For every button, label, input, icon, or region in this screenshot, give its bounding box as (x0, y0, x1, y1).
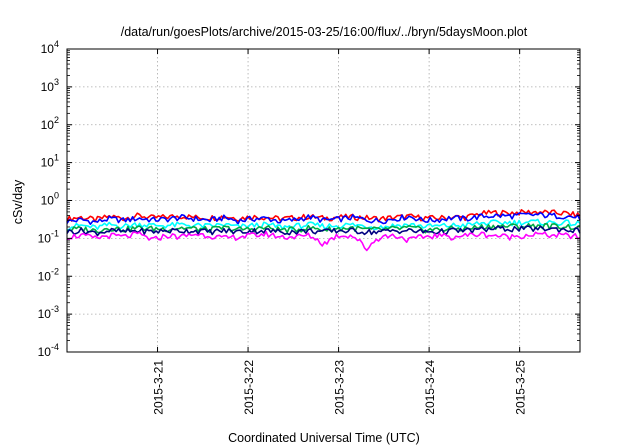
x-axis-label: Coordinated Universal Time (UTC) (228, 431, 420, 445)
series-line (66, 211, 581, 225)
y-tick-label: 100 (41, 191, 59, 208)
x-tick-label: 2015-3-21 (152, 360, 166, 415)
x-tick-label: 2015-3-23 (333, 360, 347, 415)
y-tick-label: 101 (41, 153, 59, 170)
y-axis: 104 103 102 101 100 10-1 10-2 10-3 10-4 (38, 39, 580, 359)
y-tick-label: 10-4 (38, 342, 59, 359)
x-axis: 2015-3-21 2015-3-22 2015-3-23 2015-3-24 2015… (152, 49, 528, 415)
y-axis-label: cSv/day (11, 179, 25, 224)
series-line (66, 218, 581, 231)
y-tick-label: 10-3 (38, 304, 59, 321)
series-group (66, 209, 581, 252)
x-tick-label: 2015-3-25 (514, 360, 528, 415)
y-tick-label: 10-1 (38, 228, 59, 245)
x-tick-label: 2015-3-22 (242, 360, 256, 415)
series-line (66, 230, 581, 252)
series-line (66, 225, 581, 237)
grid (67, 49, 580, 352)
y-tick-label: 103 (41, 77, 59, 94)
y-tick-label: 102 (41, 115, 59, 132)
chart-title: /data/run/goesPlots/archive/2015-03-25/1… (121, 25, 528, 39)
y-tick-label: 10-2 (38, 266, 59, 283)
x-tick-label: 2015-3-24 (423, 360, 437, 415)
y-tick-label: 104 (41, 39, 59, 56)
